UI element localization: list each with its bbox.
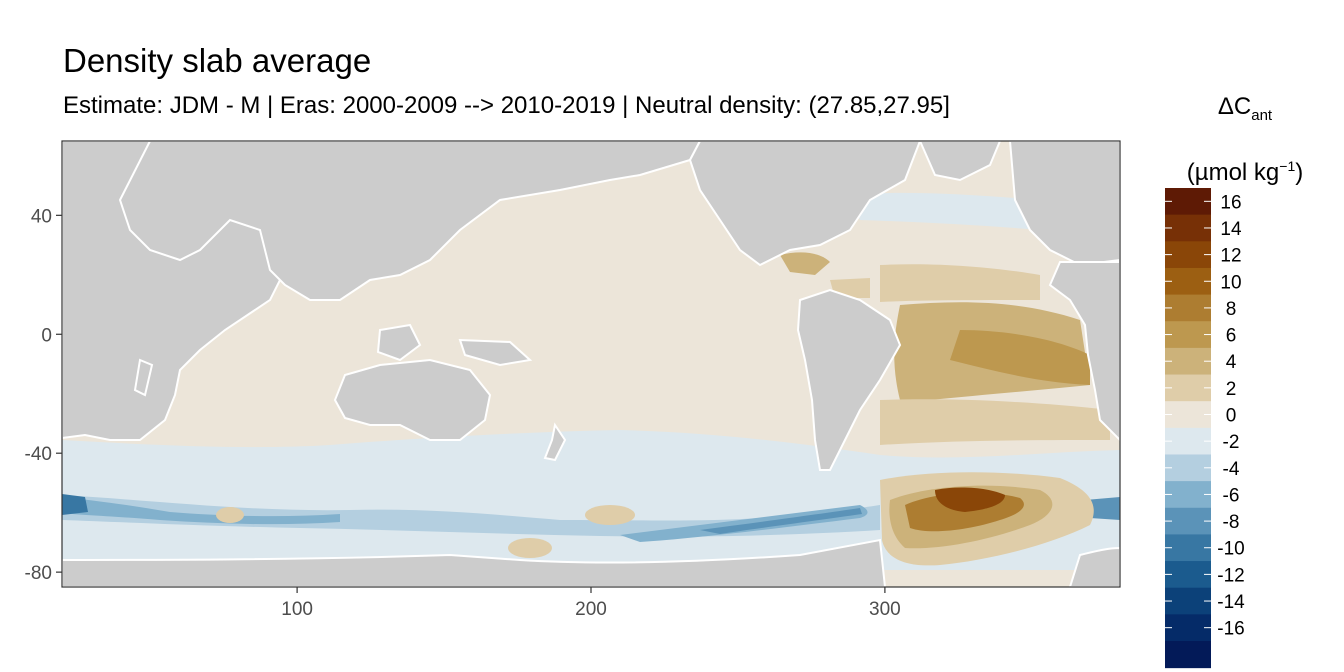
land-south-america: [796, 288, 902, 471]
land-antarctica-east: [1068, 546, 1120, 587]
north-atlantic-tan: [880, 264, 1040, 302]
land: [62, 141, 1120, 587]
southern-ocean-mid-blue: [62, 497, 340, 525]
land-europe: [1008, 141, 1120, 267]
colorbar-label: -6: [1223, 485, 1240, 506]
colorbar-label: -12: [1217, 565, 1244, 586]
south-pacific-dark-streak: [700, 508, 862, 534]
legend-subscript: ant: [1251, 106, 1273, 124]
colorbar-label: -16: [1217, 619, 1244, 640]
colorbar-swatch: [1165, 347, 1211, 376]
south-pacific-blue-streak: [620, 505, 868, 542]
legend-unit-close: ): [1295, 158, 1304, 186]
colorbar-swatch: [1165, 214, 1211, 242]
weddell-core: [935, 487, 1005, 512]
colorbar-swatch: [1165, 481, 1211, 509]
colorbar-swatch: [1165, 374, 1211, 402]
caribbean-tan: [780, 252, 830, 275]
colorbar-label: 10: [1220, 272, 1241, 293]
south-atlantic-dark-brown: [950, 330, 1090, 385]
x-tick-label: 300: [869, 599, 901, 620]
colorbar-label: -8: [1223, 512, 1240, 533]
colorbar-label: 4: [1226, 352, 1237, 373]
legend-symbol: ΔC: [1217, 93, 1252, 120]
legend-title: ΔCant (µmol kg−1): [1160, 82, 1330, 198]
colorbar-swatch: [1165, 401, 1211, 429]
colorbar-swatch: [1165, 454, 1211, 482]
south-atlantic-lower-tan: [880, 399, 1110, 445]
tan-patch-2: [585, 505, 635, 525]
colorbar-label: 2: [1226, 379, 1237, 400]
land-new-zealand: [543, 422, 567, 462]
land-borneo: [376, 323, 422, 362]
colorbar: 16 14 12 10 8 6 4 2 0 -2 -4 -6 -8 -10 -12 -14 -16: [1165, 188, 1245, 669]
colorbar-swatch: [1165, 614, 1211, 642]
colorbar-swatch: [1165, 427, 1211, 455]
legend-variable: ΔCant: [1160, 82, 1330, 141]
y-tick-label: 40: [31, 206, 52, 227]
x-tick-label: 100: [281, 599, 313, 620]
colorbar-label: 6: [1226, 326, 1237, 347]
colorbar-label: -14: [1217, 592, 1245, 613]
colorbar-label: 16: [1220, 192, 1241, 213]
land-asia: [118, 141, 702, 301]
y-tick-label: 0: [41, 325, 52, 346]
legend-unit: (µmol kg−1): [1160, 141, 1330, 198]
colorbar-swatch: [1165, 241, 1211, 269]
legend-unit-sup: −1: [1279, 157, 1296, 174]
chart-title: Density slab average: [63, 42, 372, 79]
land-madagascar: [133, 358, 154, 397]
colorbar-swatch: [1165, 267, 1211, 296]
southern-ocean-light-band: [62, 430, 1120, 570]
southern-ocean-blue-band: [62, 495, 880, 537]
colorbar-swatch: [1165, 561, 1211, 589]
colorbar-label: -4: [1223, 459, 1240, 480]
x-tick-label: 200: [575, 599, 607, 620]
west-dark-blue-spot: [62, 494, 88, 515]
tan-patch-3: [508, 538, 552, 558]
colorbar-label: 14: [1220, 219, 1242, 240]
y-tick-label: -80: [25, 563, 52, 584]
colorbar-swatch: [1165, 188, 1211, 216]
map-panel: [62, 141, 1120, 587]
colorbar-swatch: [1165, 321, 1211, 349]
chart-subtitle: Estimate: JDM - M | Eras: 2000-2009 --> …: [63, 92, 950, 119]
colorbar-label: -10: [1217, 539, 1244, 560]
colorbar-swatch: [1165, 534, 1211, 562]
colorbar-swatch: [1165, 294, 1211, 322]
land-new-guinea: [458, 338, 533, 367]
land-antarctica: [62, 538, 887, 587]
colorbar-label: 12: [1220, 246, 1241, 267]
colorbar-label: -2: [1223, 432, 1240, 453]
north-atlantic-blue: [850, 192, 1060, 230]
colorbar-swatch: [1165, 641, 1211, 669]
colorbar-label: 0: [1226, 406, 1237, 427]
land-north-america: [688, 141, 922, 267]
y-tick-label: -40: [25, 444, 52, 465]
tan-patch-1: [216, 507, 244, 523]
land-greenland: [918, 141, 1002, 182]
colorbar-swatch: [1165, 587, 1211, 615]
colorbar-label: 8: [1226, 299, 1237, 320]
land-west-africa: [1048, 261, 1120, 442]
east-dark-blue-spot: [1085, 497, 1120, 520]
land-australia: [333, 358, 492, 441]
colorbar-swatch: [1165, 507, 1211, 535]
legend-unit-open: (µmol kg: [1186, 158, 1280, 186]
